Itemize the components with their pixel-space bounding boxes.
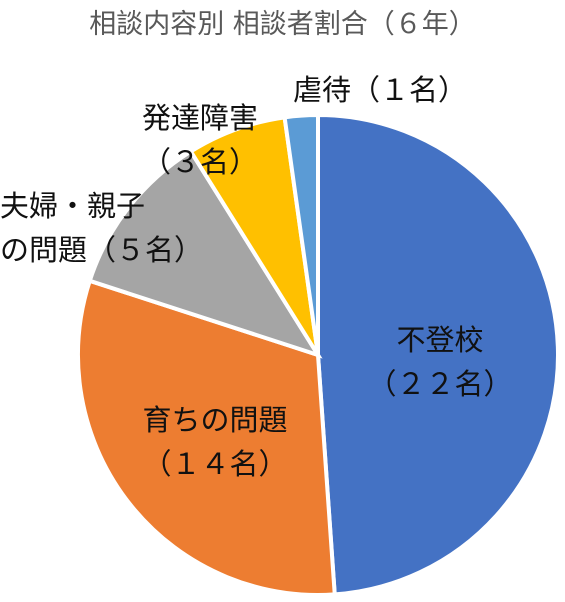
slice-label: 発達障害 （３名） — [142, 96, 258, 184]
pie-slice — [87, 148, 323, 359]
value-label: （３名） — [141, 145, 259, 179]
slice-label: 育ちの問題 （１４名） — [142, 398, 287, 486]
slice-label: 虐待（１名） — [293, 68, 467, 112]
slice-label: 不登校 （２２名） — [367, 318, 512, 406]
category-label: 育ちの問題 — [142, 403, 288, 437]
category-label: 不登校 — [396, 323, 484, 357]
category-label: 夫婦・親子の問題 — [0, 189, 146, 267]
value-label: （５名） — [87, 233, 204, 267]
category-label: 虐待 — [292, 73, 351, 107]
value-label: （１名） — [351, 73, 468, 107]
chart-title: 相談内容別 相談者割合（６年） — [89, 9, 476, 40]
slice-label: 夫婦・親子の問題（５名） — [0, 184, 203, 272]
pie-slice — [316, 112, 560, 597]
value-label: （１４名） — [142, 447, 288, 481]
pie-slice — [282, 112, 320, 356]
category-label: 発達障害 — [141, 101, 259, 135]
value-label: （２２名） — [367, 367, 513, 401]
pie-slice — [76, 278, 337, 597]
